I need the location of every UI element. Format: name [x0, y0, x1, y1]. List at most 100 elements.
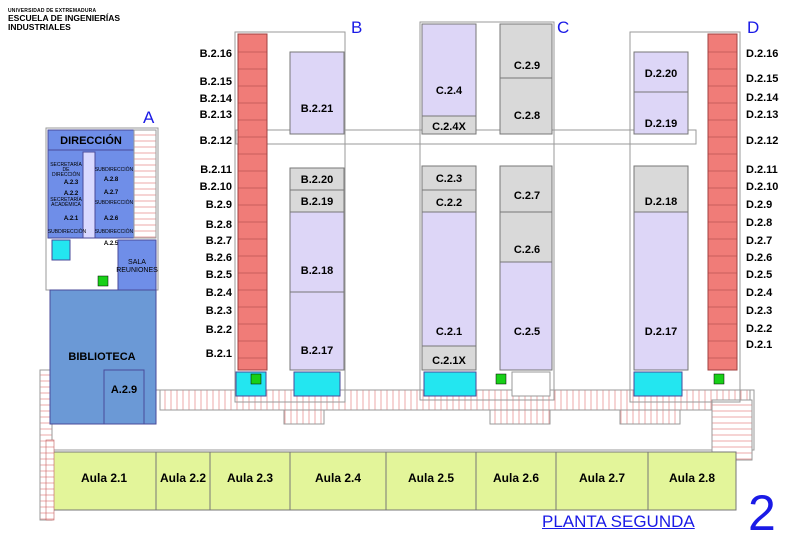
office-b26[interactable]: B.2.6	[206, 252, 232, 264]
c21x-room[interactable]	[421, 345, 477, 371]
aula-26[interactable]	[475, 451, 557, 511]
office-b213[interactable]: B.2.13	[200, 109, 232, 121]
wing-b-lift	[250, 373, 262, 385]
wing-a: DIRECCIÓN SECRETARÍA DE DIRECCIÓN A.2.3 …	[47, 129, 158, 425]
aula-24[interactable]	[289, 451, 387, 511]
wing-c-wc	[423, 371, 477, 397]
c29-label: C.2.9	[514, 60, 540, 72]
wing-d-stair	[619, 409, 681, 425]
room-a23[interactable]: A.2.3	[64, 180, 79, 186]
c24-room[interactable]	[421, 23, 477, 117]
b217-room[interactable]	[289, 291, 345, 371]
c27-room[interactable]	[499, 165, 553, 213]
c29-room[interactable]	[499, 23, 553, 79]
b220-label: B.2.20	[301, 174, 333, 186]
subdir-label-3: SUBDIRECCIÓN	[95, 199, 134, 206]
aula-27[interactable]	[555, 451, 649, 511]
office-b27[interactable]: B.2.7	[206, 235, 232, 247]
c24x-room[interactable]	[421, 115, 477, 135]
aula-28[interactable]	[647, 451, 737, 511]
room-a25[interactable]: A.2.5	[104, 241, 119, 247]
wing-d: D.2.20 D.2.19 D.2.18 D.2.17	[619, 33, 738, 425]
wing-d-wc	[633, 371, 683, 397]
university-name: UNIVERSIDAD DE EXTREMADURA	[8, 8, 97, 14]
c26-room[interactable]	[499, 211, 553, 263]
wing-d-office-strip	[707, 33, 738, 371]
b221-room[interactable]	[289, 51, 345, 135]
office-d24[interactable]: D.2.4	[746, 287, 773, 299]
c21-room[interactable]	[421, 211, 477, 347]
room-a21[interactable]: A.2.1	[64, 216, 79, 222]
office-d21[interactable]: D.2.1	[746, 339, 772, 351]
wing-b-outline	[234, 31, 346, 403]
sec-acad-line1: SECRETARÍA	[50, 196, 82, 203]
office-b211[interactable]: B.2.11	[200, 164, 232, 176]
c23-room[interactable]	[421, 165, 477, 191]
wing-c-lift	[495, 373, 507, 385]
office-d25[interactable]: D.2.5	[746, 269, 772, 281]
d218-room[interactable]	[633, 165, 689, 213]
office-b29[interactable]: B.2.9	[206, 199, 232, 211]
office-b21[interactable]: B.2.1	[206, 348, 232, 360]
d220-label: D.2.20	[645, 68, 677, 80]
room-a28[interactable]: A.2.8	[104, 177, 119, 183]
d219-label: D.2.19	[645, 118, 677, 130]
room-a26[interactable]: A.2.6	[104, 216, 119, 222]
c27-label: C.2.7	[514, 190, 540, 202]
aula-23-label: Aula 2.3	[227, 471, 273, 485]
office-d212[interactable]: D.2.12	[746, 135, 778, 147]
sec-dir-line1: SECRETARÍA	[50, 161, 82, 168]
aula-25[interactable]	[385, 451, 477, 511]
room-a22[interactable]: A.2.2	[64, 191, 79, 197]
wing-b-wc-2	[293, 371, 341, 397]
office-b23[interactable]: B.2.3	[206, 305, 232, 317]
b217-label: B.2.17	[301, 345, 333, 357]
office-d214[interactable]: D.2.14	[746, 92, 779, 104]
office-b215[interactable]: B.2.15	[200, 76, 232, 88]
aula-28-label: Aula 2.8	[669, 471, 715, 485]
d219-room[interactable]	[633, 91, 689, 135]
office-b214[interactable]: B.2.14	[200, 93, 233, 105]
d217-room[interactable]	[633, 211, 689, 371]
office-b212[interactable]: B.2.12	[200, 135, 232, 147]
wing-a-stair	[133, 129, 157, 239]
office-d29[interactable]: D.2.9	[746, 199, 772, 211]
subdir-label-2: SUBDIRECCIÓN	[95, 166, 134, 173]
aulas-left-stair	[45, 439, 55, 521]
office-d210[interactable]: D.2.10	[746, 181, 778, 193]
office-d27[interactable]: D.2.7	[746, 235, 772, 247]
c28-room[interactable]	[499, 77, 553, 135]
sala-reuniones-line2: REUNIONES	[116, 267, 158, 274]
c24x-label: C.2.4X	[432, 121, 466, 133]
office-b216[interactable]: B.2.16	[200, 48, 232, 60]
aula-22[interactable]	[155, 451, 211, 511]
wing-d-label: D	[747, 18, 759, 37]
office-b28[interactable]: B.2.8	[206, 219, 232, 231]
school-name-line2: INDUSTRIALES	[8, 22, 71, 32]
office-d211[interactable]: D.2.11	[746, 164, 778, 176]
office-d28[interactable]: D.2.8	[746, 217, 772, 229]
office-d23[interactable]: D.2.3	[746, 305, 772, 317]
c25-room[interactable]	[499, 261, 553, 371]
office-d215[interactable]: D.2.15	[746, 73, 778, 85]
office-d26[interactable]: D.2.6	[746, 252, 772, 264]
aula-24-label: Aula 2.4	[315, 471, 361, 485]
office-b24[interactable]: B.2.4	[206, 287, 233, 299]
b218-room[interactable]	[289, 211, 345, 293]
aula-21-label: Aula 2.1	[81, 471, 127, 485]
room-a27[interactable]: A.2.7	[104, 190, 119, 196]
sala-reuniones-room[interactable]	[117, 239, 157, 291]
a29-room[interactable]	[103, 369, 145, 425]
wing-a-label: A	[143, 108, 155, 127]
aula-23[interactable]	[209, 451, 291, 511]
office-d213[interactable]: D.2.13	[746, 109, 778, 121]
office-b25[interactable]: B.2.5	[206, 269, 232, 281]
aula-22-label: Aula 2.2	[160, 471, 206, 485]
office-b22[interactable]: B.2.2	[206, 324, 232, 336]
office-d22[interactable]: D.2.2	[746, 323, 772, 335]
d220-room[interactable]	[633, 51, 689, 93]
office-b210[interactable]: B.2.10	[200, 181, 232, 193]
direccion-label: DIRECCIÓN	[60, 134, 122, 147]
c21x-label: C.2.1X	[432, 355, 466, 367]
office-d216[interactable]: D.2.16	[746, 48, 778, 60]
